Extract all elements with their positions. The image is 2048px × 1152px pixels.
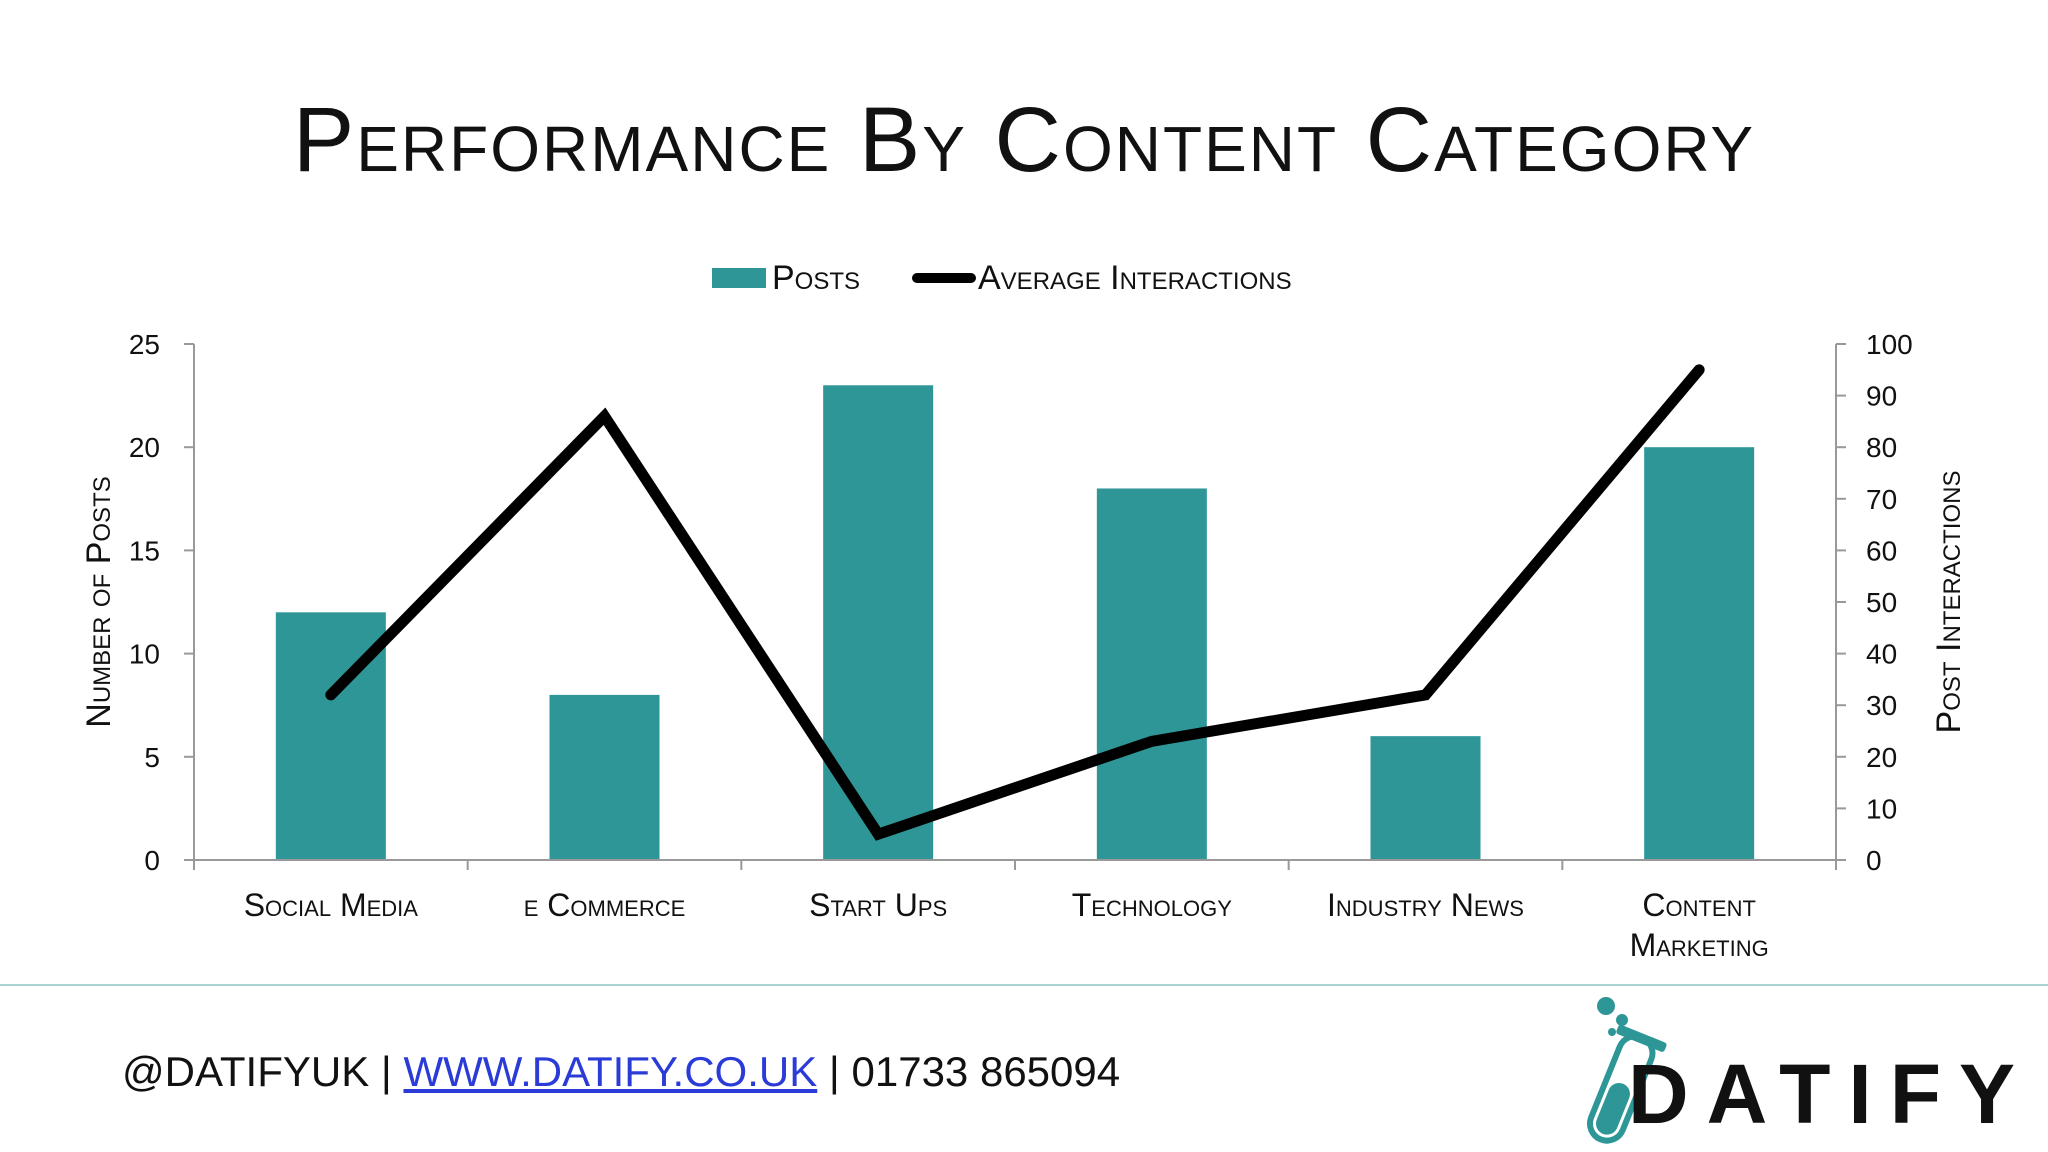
legend-label-average-interactions: Average Interactions	[978, 258, 1292, 297]
y-tick-label-right: 10	[1866, 793, 1897, 824]
contact-separator: |	[380, 1048, 392, 1095]
legend-swatch-posts	[712, 268, 766, 288]
x-tick-label: Content Marketing	[1630, 887, 1769, 963]
y-tick-label-left: 20	[129, 432, 160, 463]
average-interactions-line	[325, 364, 1705, 841]
test-tube-icon	[1586, 997, 1667, 1144]
legend-label-posts: Posts	[772, 258, 861, 297]
legend-swatch-average-interactions	[912, 273, 976, 283]
y-tick-label-right: 0	[1866, 845, 1882, 876]
chart-legend: Posts Average Interactions	[0, 256, 2048, 300]
bar-start-ups	[823, 385, 934, 860]
y-tick-label-right: 70	[1866, 484, 1897, 515]
line-point	[329, 693, 332, 696]
y-tick-label-right: 80	[1866, 432, 1897, 463]
y-tick-label-left: 10	[129, 639, 160, 670]
x-tick-label: Industry News	[1327, 887, 1524, 923]
chart-axes	[184, 343, 1846, 870]
bar-technology	[1096, 488, 1207, 860]
x-tick-label: Technology	[1072, 887, 1232, 923]
footer-divider	[0, 984, 2048, 986]
twitter-handle[interactable]: @DATIFYUK	[122, 1048, 370, 1095]
line-point	[877, 833, 880, 836]
x-tick-label: Social Media	[244, 887, 419, 923]
y-tick-label-left: 0	[144, 845, 160, 876]
line-point	[1424, 693, 1427, 696]
x-tick-label: Start Ups	[809, 887, 947, 923]
line-point	[1698, 368, 1701, 371]
y-tick-label-left: 25	[129, 329, 160, 360]
chart-title: Performance By Content Category	[292, 89, 1756, 191]
y-tick-label-right: 30	[1866, 690, 1897, 721]
contact-separator: |	[828, 1048, 840, 1095]
website-link[interactable]: WWW.DATIFY.CO.UK	[403, 1048, 818, 1095]
combo-chart: 0 5 10 15 20 25 0 10 20 30 40 50 60 70 80 90 100 Social M…	[80, 329, 1968, 963]
x-tick-label: e Commerce	[524, 887, 686, 923]
line-series-average-interactions	[325, 364, 1705, 841]
bar-e-commerce	[549, 694, 660, 860]
line-point	[603, 415, 606, 418]
bar-series-posts	[275, 385, 1755, 860]
y-tick-label-right: 100	[1866, 329, 1913, 360]
y-axis-title-right: Post Interactions	[1930, 471, 1968, 734]
y-tick-label-right: 20	[1866, 742, 1897, 773]
bar-industry-news	[1370, 736, 1481, 860]
line-point	[1150, 740, 1153, 743]
y-tick-label-left: 15	[129, 535, 160, 566]
y-axis-title-left: Number of Posts	[80, 476, 118, 727]
y-tick-label-right: 50	[1866, 587, 1897, 618]
contact-line: @DATIFYUK | WWW.DATIFY.CO.UK | 01733 865…	[122, 1048, 1120, 1096]
y-tick-label-right: 40	[1866, 639, 1897, 670]
bar-content-marketing	[1644, 447, 1755, 860]
y-tick-label-right: 60	[1866, 535, 1897, 566]
y-tick-label-left: 5	[144, 742, 160, 773]
logo-wordmark: DATIFY	[1628, 1047, 2034, 1141]
legend-item-average-interactions: Average Interactions	[912, 256, 1292, 300]
y-tick-label-right: 90	[1866, 381, 1897, 412]
chart-labels: 0 5 10 15 20 25 0 10 20 30 40 50 60 70 80 90 100 Social M…	[80, 329, 1968, 963]
phone-number: 01733 865094	[851, 1048, 1121, 1095]
legend-item-posts: Posts	[712, 256, 860, 300]
